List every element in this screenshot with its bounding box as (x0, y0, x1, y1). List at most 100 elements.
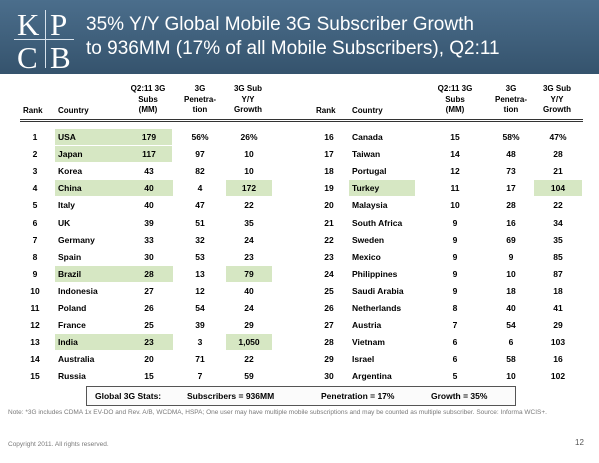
cell-country: Vietnam (352, 337, 385, 348)
cell-country: UK (58, 217, 71, 228)
cell-rank: 16 (324, 132, 334, 142)
cell-rank: 26 (324, 303, 334, 313)
logo-letter: B (50, 40, 71, 75)
cell-penetration: 47 (195, 200, 205, 211)
highlight-country (55, 129, 172, 145)
cell-rank: 4 (32, 183, 38, 194)
cell-penetration: 16 (506, 217, 516, 228)
logo-letter: C (17, 40, 38, 75)
cell-penetration: 40 (506, 303, 516, 313)
header-rank: Rank (316, 106, 336, 115)
cell-rank: 20 (324, 200, 334, 211)
cell-growth: 35 (553, 234, 563, 245)
cell-rank: 5 (32, 200, 38, 211)
cell-growth: 85 (553, 251, 563, 262)
cell-subs: 25 (144, 320, 154, 331)
logo-letter: K (17, 7, 40, 42)
cell-penetration: 10 (506, 371, 516, 382)
cell-penetration: 3 (197, 337, 203, 348)
cell-country: Taiwan (352, 149, 381, 160)
cell-growth: 104 (550, 183, 566, 194)
cell-penetration: 53 (195, 251, 205, 262)
cell-growth: 26% (240, 132, 258, 142)
cell-subs: 33 (144, 234, 154, 245)
cell-subs: 14 (450, 149, 460, 160)
cell-subs: 27 (144, 285, 154, 296)
cell-penetration: 54 (506, 320, 516, 331)
cell-rank: 17 (324, 149, 334, 160)
cell-country: Indonesia (58, 285, 98, 296)
kpcb-logo: K P C B (14, 6, 74, 75)
cell-growth: 22 (244, 354, 254, 365)
cell-penetration: 10 (506, 268, 516, 279)
slide-title-line: 35% Y/Y Global Mobile 3G Subscriber Grow… (86, 14, 474, 35)
cell-country: Netherlands (352, 303, 402, 313)
header-subs: Q2:11 3G Subs (MM) (124, 84, 172, 116)
cell-growth: 22 (244, 200, 254, 211)
cell-rank: 1 (32, 132, 38, 142)
cell-penetration: 56% (191, 132, 209, 142)
cell-penetration: 51 (195, 217, 205, 228)
cell-penetration: 12 (195, 285, 205, 296)
cell-growth: 59 (244, 371, 254, 382)
cell-growth: 24 (244, 234, 254, 245)
cell-penetration: 4 (197, 183, 203, 194)
cell-subs: 15 (144, 371, 154, 382)
header-rule (20, 119, 583, 120)
cell-subs: 40 (144, 183, 154, 194)
cell-growth: 87 (553, 268, 563, 279)
cell-subs: 5 (452, 371, 458, 382)
cell-subs: 20 (144, 354, 154, 365)
header-rule (20, 121, 583, 122)
cell-subs: 30 (144, 251, 154, 262)
cell-country: Brazil (58, 268, 82, 279)
cell-subs: 9 (452, 268, 458, 279)
cell-growth: 10 (244, 149, 254, 160)
cell-rank: 21 (324, 217, 334, 228)
header-line: Subs (445, 94, 465, 104)
cell-country: Poland (58, 303, 87, 313)
cell-subs: 179 (141, 132, 157, 142)
cell-penetration: 58% (502, 132, 520, 142)
logo-divider (14, 39, 74, 40)
header-line: Growth (234, 105, 262, 114)
header-line: 3G Sub (233, 84, 262, 93)
title-banner: K P C B 35% Y/Y Global Mobile 3G Subscri… (0, 0, 599, 74)
header-line: tion (503, 105, 519, 114)
cell-penetration: 9 (508, 251, 514, 262)
cell-country: Spain (58, 251, 82, 262)
stats-subscribers: Subscribers = 936MM (187, 391, 275, 401)
cell-country: Sweden (352, 234, 385, 245)
cell-growth: 40 (244, 285, 254, 296)
cell-subs: 15 (450, 132, 460, 142)
header-country: Country (352, 106, 383, 115)
cell-rank: 13 (30, 337, 40, 348)
cell-penetration: 28 (506, 200, 516, 211)
cell-country: South Africa (352, 217, 403, 228)
cell-rank: 28 (324, 337, 334, 348)
cell-penetration: 6 (508, 337, 514, 348)
header-rank: Rank (23, 106, 43, 115)
cell-rank: 7 (32, 234, 38, 245)
cell-penetration: 73 (506, 166, 516, 177)
cell-rank: 18 (324, 166, 334, 177)
cell-growth: 21 (553, 166, 563, 177)
cell-growth: 29 (244, 320, 254, 331)
cell-penetration: 18 (506, 285, 516, 296)
cell-country: India (58, 337, 78, 348)
cell-penetration: 7 (197, 371, 203, 382)
cell-growth: 41 (553, 303, 563, 313)
cell-rank: 11 (30, 303, 40, 313)
cell-country: Korea (58, 166, 83, 177)
cell-subs: 117 (142, 149, 156, 160)
cell-rank: 30 (324, 371, 334, 382)
cell-penetration: 58 (506, 354, 516, 365)
header-line: Subs (138, 94, 158, 104)
cell-country: Malaysia (352, 200, 388, 211)
cell-country: Austria (352, 320, 382, 331)
cell-growth: 103 (550, 337, 566, 348)
cell-growth: 23 (244, 251, 254, 262)
cell-growth: 29 (553, 320, 563, 331)
cell-rank: 22 (324, 234, 334, 245)
cell-subs: 43 (144, 166, 154, 177)
